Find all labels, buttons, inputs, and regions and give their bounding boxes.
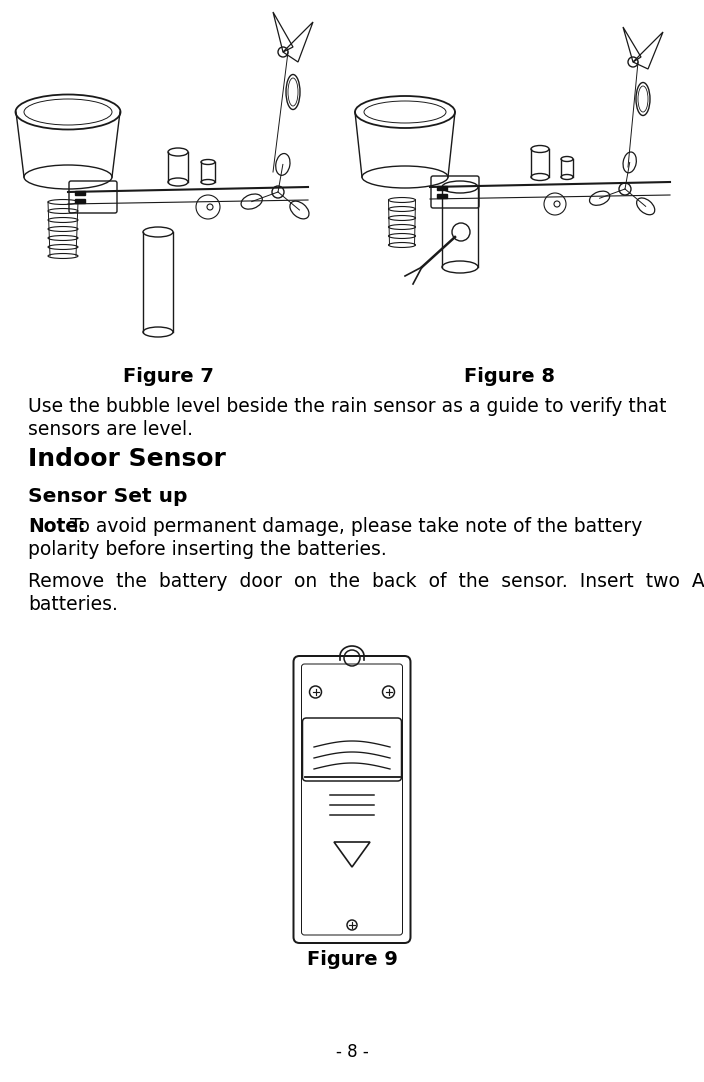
Text: Remove  the  battery  door  on  the  back  of  the  sensor.  Insert  two  AA: Remove the battery door on the back of t… [28, 572, 704, 591]
Bar [437, 194, 447, 198]
Text: batteries.: batteries. [28, 595, 118, 613]
Bar [75, 192, 85, 195]
Text: To avoid permanent damage, please take note of the battery: To avoid permanent damage, please take n… [70, 517, 642, 536]
Text: Note:: Note: [28, 517, 86, 536]
Text: sensors are level.: sensors are level. [28, 420, 193, 439]
Text: Use the bubble level beside the rain sensor as a guide to verify that: Use the bubble level beside the rain sen… [28, 397, 667, 415]
Bar [437, 186, 447, 190]
Text: Sensor Set up: Sensor Set up [28, 487, 187, 506]
Text: Figure 7: Figure 7 [122, 367, 213, 386]
Text: Figure 8: Figure 8 [465, 367, 555, 386]
Text: - 8 -: - 8 - [336, 1043, 368, 1061]
Bar [75, 199, 85, 203]
Text: polarity before inserting the batteries.: polarity before inserting the batteries. [28, 540, 386, 559]
Text: Indoor Sensor: Indoor Sensor [28, 447, 226, 471]
Text: Figure 9: Figure 9 [306, 950, 398, 969]
